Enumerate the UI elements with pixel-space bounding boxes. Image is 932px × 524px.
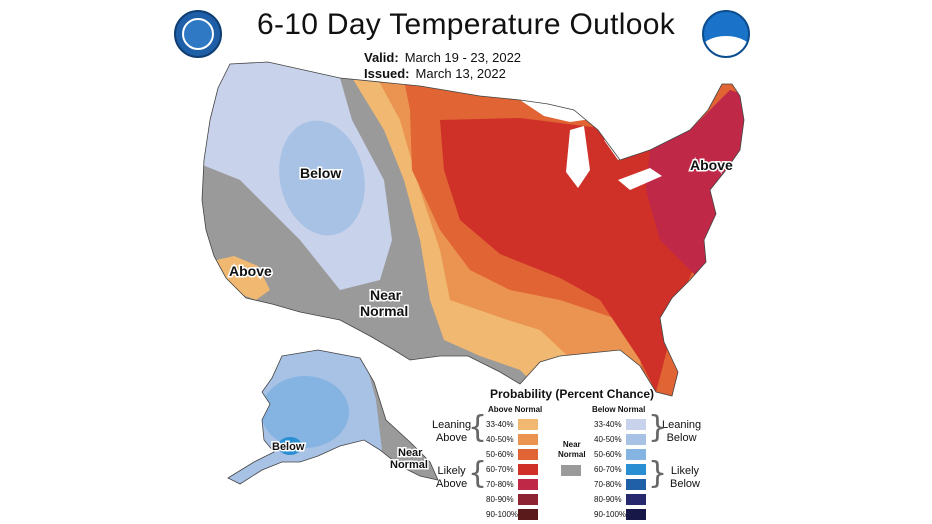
legend-above-range: 33-40% xyxy=(486,420,514,429)
above-west-area xyxy=(208,256,270,300)
issued-date: Issued: March 13, 2022 xyxy=(364,66,506,81)
legend-above-swatch xyxy=(518,479,538,490)
legend-above-range: 60-70% xyxy=(486,465,514,474)
legend-below-range: 60-70% xyxy=(594,465,622,474)
legend-above-header: Above Normal xyxy=(488,405,543,414)
legend-below-swatch xyxy=(626,494,646,505)
legend-above-range: 70-80% xyxy=(486,480,514,489)
below-40-50-area xyxy=(279,120,365,236)
valid-dates: Valid: March 19 - 23, 2022 xyxy=(364,50,521,65)
legend-below-swatch xyxy=(626,434,646,445)
issued-value: March 13, 2022 xyxy=(415,66,506,81)
leaning-above-label: Leaning Above xyxy=(432,419,472,444)
legend-above-range: 50-60% xyxy=(486,450,514,459)
likely-below-brace: } xyxy=(648,456,668,491)
legend-above-range: 40-50% xyxy=(486,435,514,444)
label-below-west: Below xyxy=(300,165,341,181)
legend-below-range: 33-40% xyxy=(594,420,622,429)
noaa-logo-icon xyxy=(702,10,750,58)
issued-label: Issued: xyxy=(364,66,410,81)
likely-above-label: Likely Above xyxy=(436,465,468,490)
leaning-below-label: Leaning Below xyxy=(662,419,702,444)
valid-value: March 19 - 23, 2022 xyxy=(404,50,522,65)
leaning-above-brace: { xyxy=(468,410,488,445)
legend-below-swatch xyxy=(626,419,646,430)
legend-above-range: 80-90% xyxy=(486,495,514,504)
valid-label: Valid: xyxy=(364,50,399,65)
legend-title: Probability (Percent Chance) xyxy=(490,387,655,401)
legend-below-swatch xyxy=(626,464,646,475)
label-normal: Normal xyxy=(360,303,408,319)
legend-below-header: Below Normal xyxy=(592,405,646,414)
leaning-below-brace: } xyxy=(648,410,668,445)
legend-below-range: 40-50% xyxy=(594,435,622,444)
likely-below-label: Likely Below xyxy=(670,465,700,490)
legend-above-swatch xyxy=(518,449,538,460)
legend-above-swatch xyxy=(518,419,538,430)
legend-below-range: 90-100% xyxy=(594,510,627,519)
legend-below-swatch xyxy=(626,509,646,520)
legend-above-range: 90-100% xyxy=(486,510,519,519)
label-alaska-below: Below xyxy=(272,441,305,453)
conus-outline xyxy=(201,61,745,397)
label-alaska-normal: Normal xyxy=(390,459,428,471)
page-title: 6-10 Day Temperature Outlook xyxy=(256,8,676,41)
label-near: Near xyxy=(370,287,402,303)
legend-below-range: 80-90% xyxy=(594,495,622,504)
legend-below-range: 70-80% xyxy=(594,480,622,489)
near-normal-label: Near Normal xyxy=(558,440,586,459)
legend-above-swatch xyxy=(518,494,538,505)
conus-region xyxy=(202,62,744,396)
legend: Probability (Percent Chance) Above Norma… xyxy=(430,383,730,520)
doc-seal-icon xyxy=(174,10,222,58)
likely-above-brace: { xyxy=(468,456,488,491)
legend-below-range: 50-60% xyxy=(594,450,622,459)
legend-above-swatch xyxy=(518,464,538,475)
near-normal-swatch xyxy=(561,465,581,476)
legend-below-swatch xyxy=(626,449,646,460)
label-above-east: Above xyxy=(690,157,733,173)
alaska-outline xyxy=(227,349,439,485)
label-above-west: Above xyxy=(229,263,272,279)
label-alaska-near: Near xyxy=(398,447,423,459)
legend-above-swatch xyxy=(518,434,538,445)
legend-above-swatch xyxy=(518,509,538,520)
legend-below-swatch xyxy=(626,479,646,490)
